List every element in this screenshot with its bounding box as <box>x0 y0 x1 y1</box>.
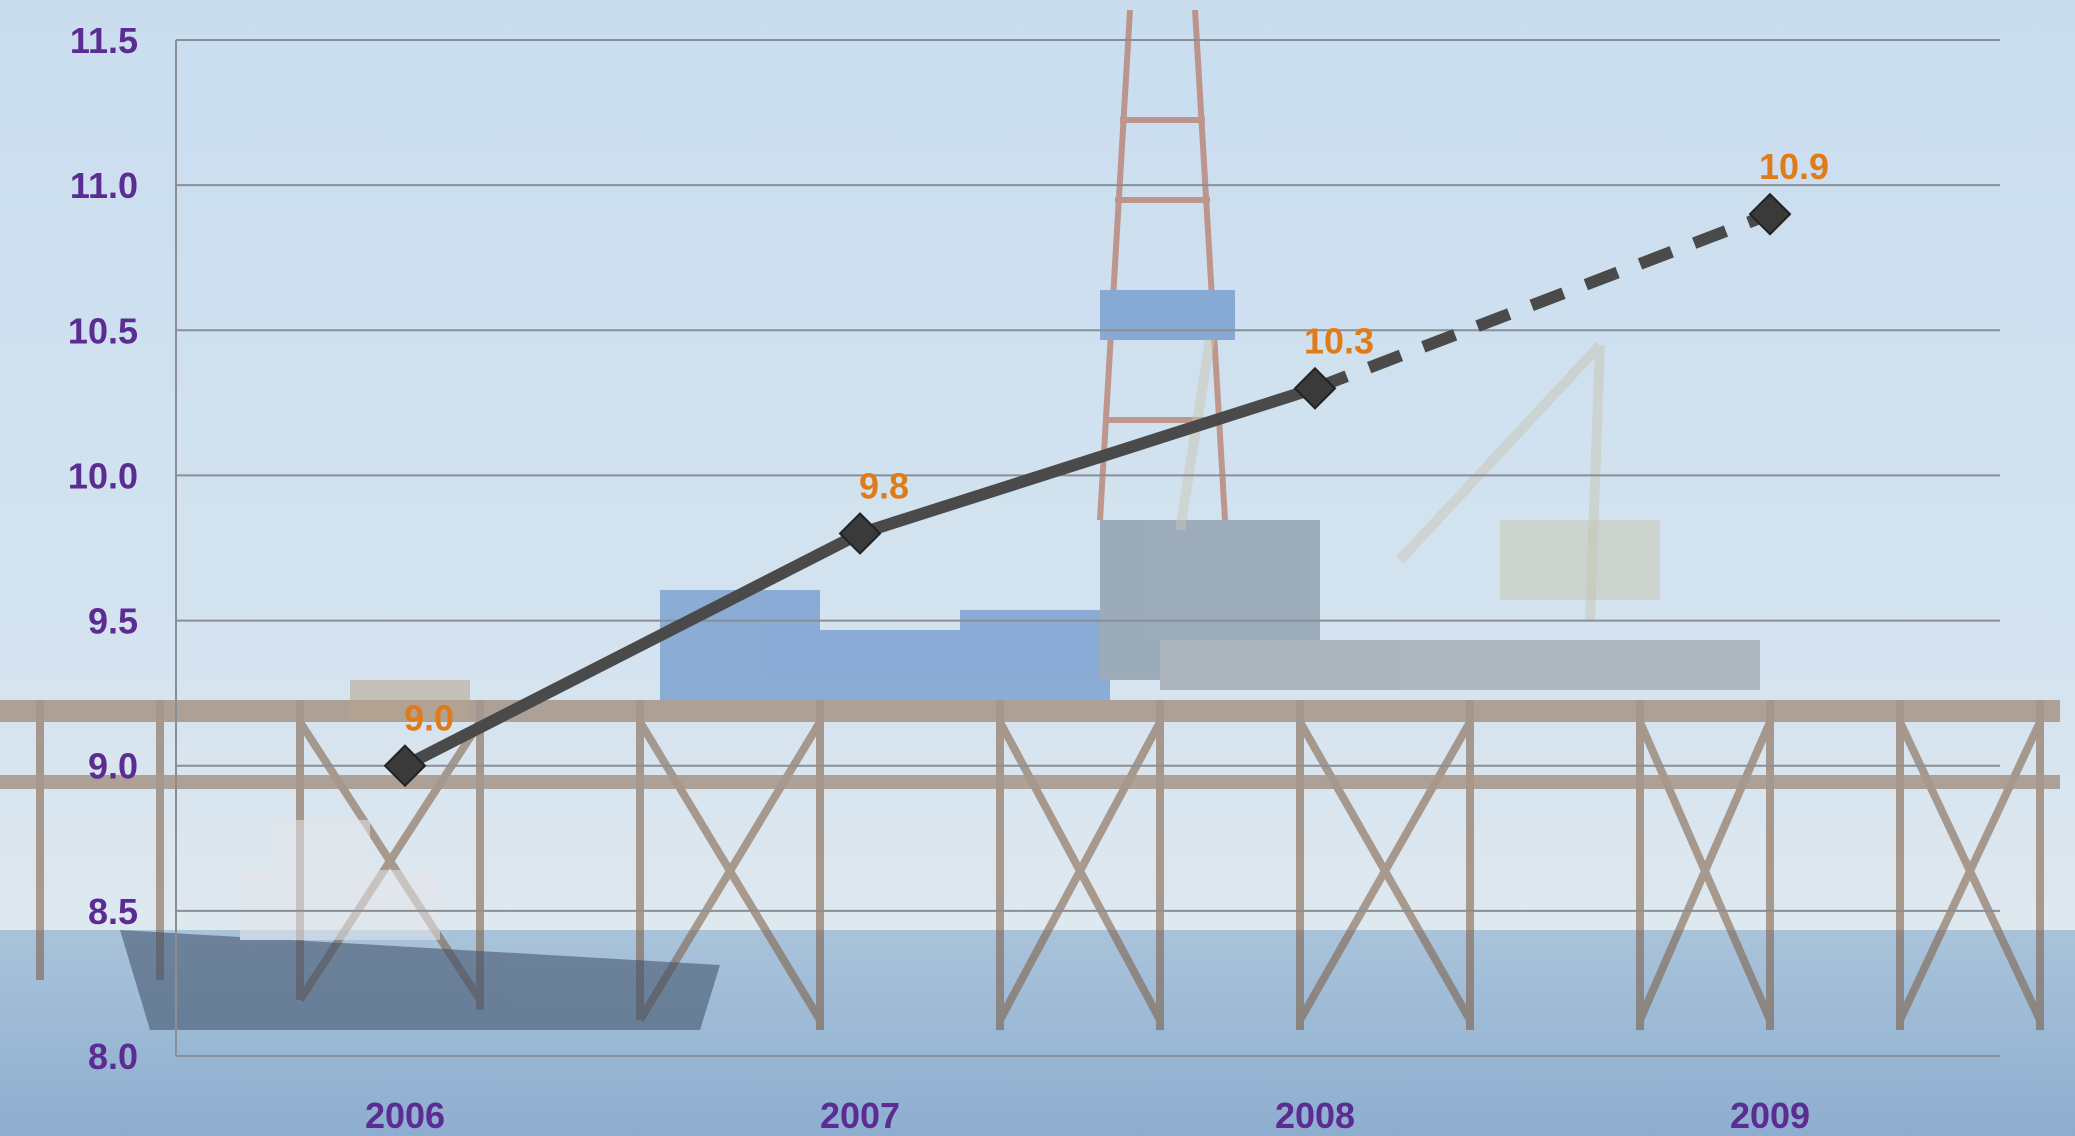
series-line <box>399 208 1773 772</box>
y-tick-label: 10.0 <box>68 455 138 496</box>
y-tick-label: 9.0 <box>88 746 138 787</box>
cranes <box>1175 339 1605 621</box>
data-point-marker <box>1748 192 1792 236</box>
tugboat <box>120 820 720 1030</box>
derrick-tower <box>1097 9 1235 521</box>
series-segment <box>854 382 1321 540</box>
y-tick-labels: 8.0 8.5 9.0 9.5 10.0 10.5 11.0 11.5 <box>68 20 138 1077</box>
data-point-marker <box>838 512 882 555</box>
x-tick-labels: 2006 2007 2008 2009 <box>365 1095 1810 1136</box>
y-tick-label: 11.0 <box>70 165 138 206</box>
axes <box>175 40 2000 1057</box>
y-tick-label: 8.5 <box>88 891 138 932</box>
y-tick-label: 10.5 <box>68 310 138 351</box>
y-tick-label: 11.5 <box>70 20 138 61</box>
data-label: 9.8 <box>859 465 909 506</box>
gridlines <box>176 39 2000 912</box>
data-label: 10.3 <box>1304 320 1374 361</box>
x-tick-label: 2007 <box>820 1095 900 1136</box>
data-label: 9.0 <box>404 698 454 739</box>
x-tick-label: 2008 <box>1275 1095 1355 1136</box>
series-markers <box>383 192 1792 788</box>
platform-modules <box>350 520 1760 720</box>
series-segment <box>1312 208 1773 394</box>
y-tick-label: 9.5 <box>88 601 138 642</box>
data-point-marker <box>1293 366 1337 410</box>
y-tick-label: 8.0 <box>88 1036 138 1077</box>
x-tick-label: 2009 <box>1730 1095 1810 1136</box>
data-label: 10.9 <box>1759 146 1829 187</box>
series-segment <box>399 527 866 772</box>
data-labels: 9.0 9.8 10.3 10.9 <box>404 146 1829 739</box>
x-tick-label: 2006 <box>365 1095 445 1136</box>
data-point-marker <box>383 744 427 788</box>
